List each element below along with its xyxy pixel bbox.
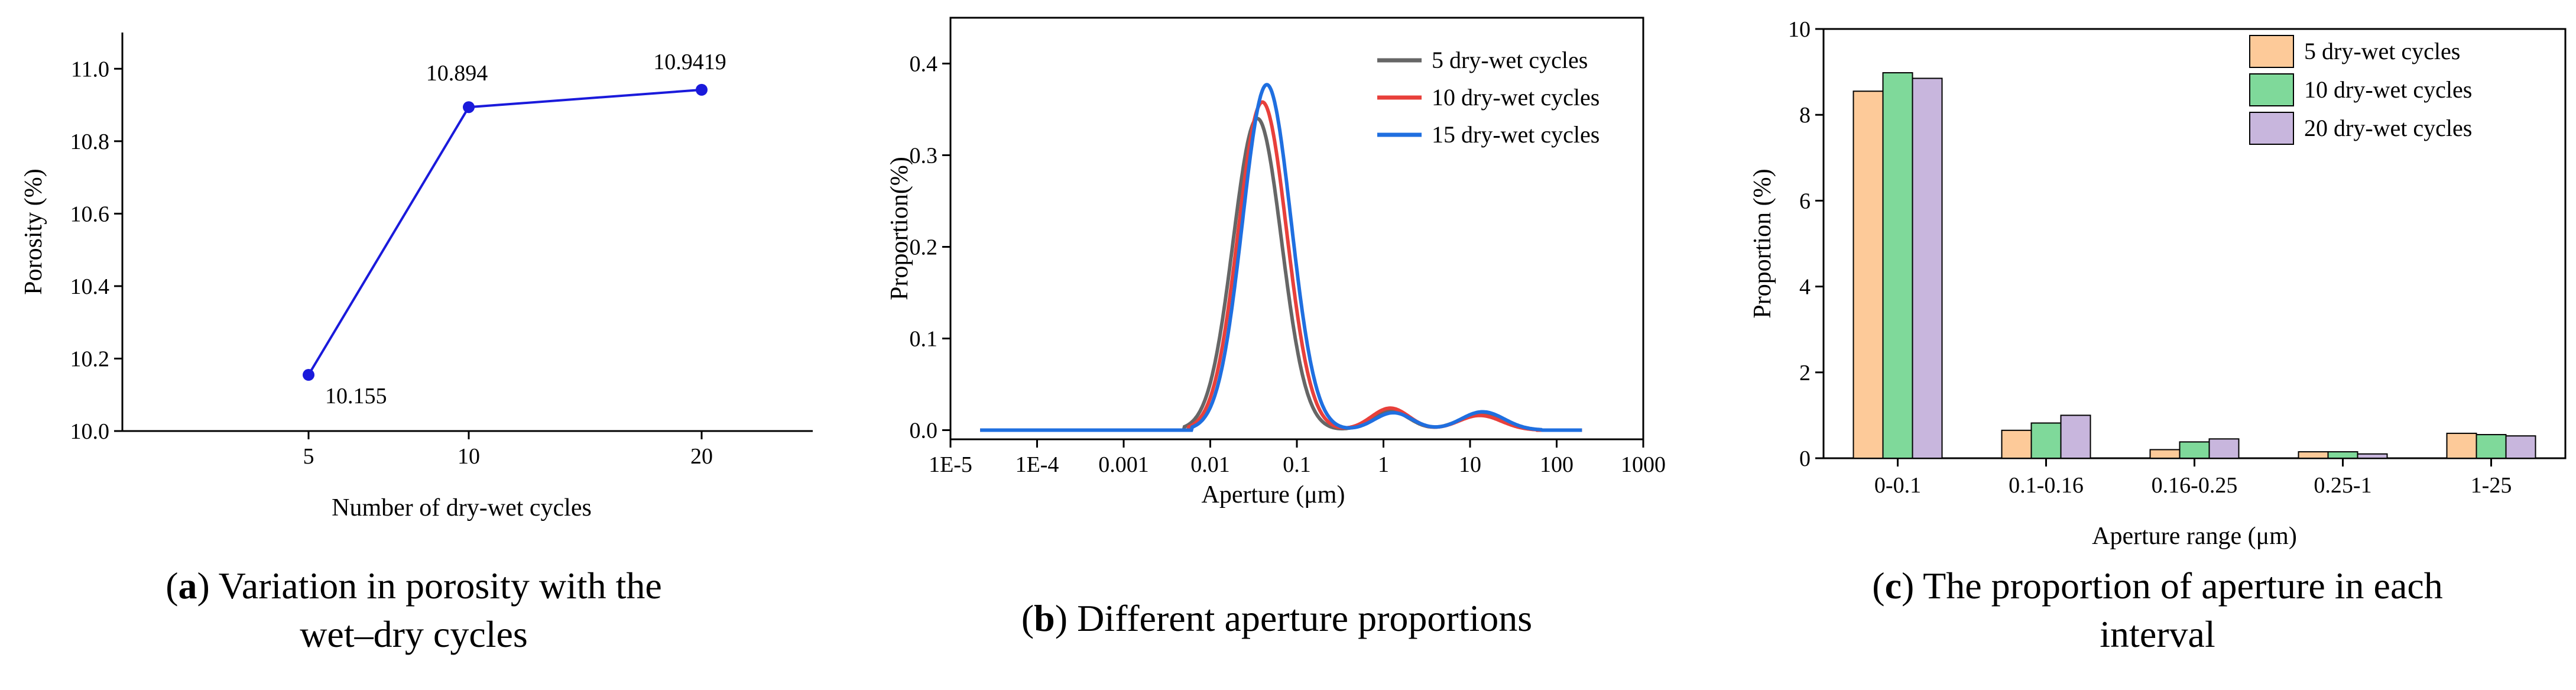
caption-b-text: ) Different aperture proportions — [1055, 597, 1533, 639]
a-xtick-label-0: 5 — [303, 444, 314, 469]
caption-a-letter: a — [178, 565, 197, 607]
a-ytick-label-0: 10.0 — [70, 419, 110, 444]
c-ytick-label-0: 0 — [1799, 446, 1811, 471]
caption-b-letter: b — [1034, 597, 1055, 639]
b-legend-label-2: 15 dry-wet cycles — [1432, 121, 1600, 148]
a-data-label-2: 10.9419 — [653, 50, 726, 74]
c-xtick-label-0: 0-0.1 — [1874, 473, 1921, 498]
a-data-point-0 — [303, 369, 314, 381]
b-legend-label-0: 5 dry-wet cycles — [1432, 47, 1588, 73]
b-plot-frame — [949, 17, 1644, 440]
caption-a: (a) Variation in porosity with the wet–d… — [166, 565, 662, 655]
c-legend-swatch-0 — [2249, 35, 2294, 68]
a-series-line — [307, 88, 702, 376]
b-ytick-label-0: 0.0 — [910, 419, 938, 443]
caption-a-text-line2: wet–dry cycles — [300, 613, 528, 655]
c-bar-2-2 — [2208, 438, 2240, 459]
c-bar-1-3 — [2327, 451, 2358, 459]
a-ytick-label-1: 10.2 — [70, 346, 110, 371]
c-y-axis-title: Proportion (%) — [1749, 169, 1776, 318]
b-ytick-label-2: 0.2 — [910, 235, 938, 260]
b-series-line-0 — [980, 116, 1582, 432]
b-xtick-label-2: 0.001 — [1098, 452, 1149, 477]
c-ytick-label-5: 10 — [1788, 17, 1811, 42]
c-legend-swatch-1 — [2249, 73, 2294, 106]
b-ytick-label-1: 0.1 — [910, 327, 938, 352]
b-xtick-label-6: 10 — [1459, 452, 1481, 477]
b-xtick-label-0: 1E-5 — [929, 452, 972, 477]
c-ytick-label-4: 8 — [1799, 103, 1811, 128]
b-ytick-label-3: 0.3 — [910, 144, 938, 169]
c-bar-2-3 — [2357, 453, 2388, 459]
b-xtick-label-1: 1E-4 — [1016, 452, 1059, 477]
b-xtick-label-8: 1000 — [1621, 452, 1666, 477]
c-xtick-label-1: 0.1-0.16 — [2009, 473, 2084, 498]
c-legend-label-0: 5 dry-wet cycles — [2304, 38, 2460, 64]
c-x-axis-title: Aperture range (μm) — [2092, 523, 2297, 550]
c-bar-1-0 — [1882, 72, 1913, 459]
a-data-label-1: 10.894 — [426, 61, 488, 86]
c-ytick-label-1: 2 — [1799, 361, 1811, 386]
a-xtick-label-2: 20 — [690, 444, 713, 469]
b-y-axis-title: Proportion(%) — [886, 157, 913, 300]
b-xtick-label-7: 100 — [1540, 452, 1573, 477]
c-xtick-label-4: 1-25 — [2471, 473, 2512, 498]
b-xtick-label-5: 1 — [1378, 452, 1389, 477]
a-y-axis-title: Porosity (%) — [20, 169, 47, 295]
caption-b: (b) Different aperture proportions — [1021, 597, 1533, 639]
c-xtick-label-2: 0.16-0.25 — [2152, 473, 2238, 498]
c-bar-1-2 — [2179, 441, 2210, 459]
b-x-axis-title: Aperture (μm) — [1202, 481, 1345, 508]
c-bar-2-0 — [1912, 77, 1943, 459]
caption-c-letter: c — [1884, 565, 1902, 607]
caption-a-text: ) Variation in porosity with the — [197, 565, 662, 607]
c-legend-swatch-2 — [2249, 112, 2294, 145]
c-bar-0-1 — [2001, 429, 2032, 459]
c-bar-1-4 — [2476, 434, 2507, 459]
b-series-line-2 — [980, 83, 1582, 432]
a-ytick-label-5: 11.0 — [71, 57, 109, 82]
a-ytick-label-4: 10.8 — [70, 129, 110, 154]
a-ytick-label-3: 10.6 — [70, 202, 110, 226]
c-bar-1-1 — [2030, 422, 2062, 459]
a-xtick-label-1: 10 — [458, 444, 480, 469]
a-data-point-1 — [463, 101, 475, 114]
c-legend-label-1: 10 dry-wet cycles — [2304, 76, 2472, 103]
b-xtick-label-3: 0.01 — [1190, 452, 1230, 477]
c-bar-0-0 — [1852, 90, 1884, 459]
a-ytick-label-2: 10.4 — [70, 274, 110, 299]
a-data-label-0: 10.155 — [325, 384, 387, 409]
caption-c-text: ) The proportion of aperture in each — [1901, 565, 2443, 607]
a-data-point-2 — [696, 83, 708, 96]
c-ytick-label-2: 4 — [1799, 275, 1811, 300]
b-xtick-label-4: 0.1 — [1283, 452, 1311, 477]
c-xtick-label-3: 0.25-1 — [2314, 473, 2371, 498]
b-ytick-label-4: 0.4 — [910, 52, 938, 77]
caption-c: (c) The proportion of aperture in each i… — [1872, 565, 2443, 655]
c-bar-0-4 — [2446, 432, 2477, 459]
b-legend-label-1: 10 dry-wet cycles — [1432, 84, 1600, 111]
caption-c-text-line2: interval — [2100, 613, 2215, 655]
c-bar-2-1 — [2060, 414, 2091, 459]
c-bar-0-2 — [2149, 449, 2181, 459]
c-bar-0-3 — [2298, 451, 2329, 459]
a-x-axis-title: Number of dry-wet cycles — [332, 494, 592, 521]
c-bar-2-4 — [2505, 435, 2536, 459]
c-legend-label-2: 20 dry-wet cycles — [2304, 115, 2472, 141]
c-ytick-label-3: 6 — [1799, 189, 1811, 213]
